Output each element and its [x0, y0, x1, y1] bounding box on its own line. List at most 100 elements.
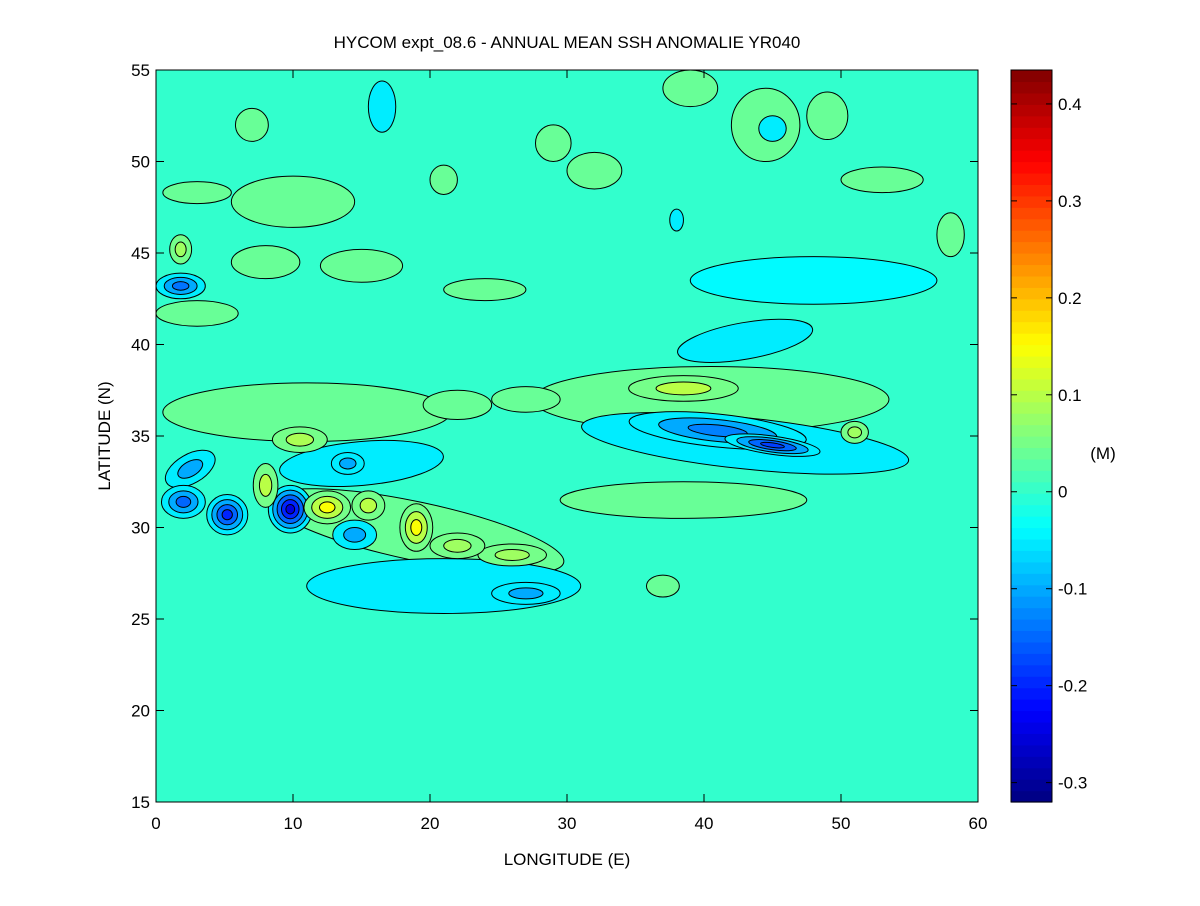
colorbar-swatch [1011, 138, 1052, 151]
colorbar-swatch [1011, 367, 1052, 380]
contour-region [285, 503, 296, 515]
contour-region [175, 495, 192, 508]
colorbar-tick-label: -0.2 [1058, 677, 1087, 696]
colorbar-swatch [1011, 355, 1052, 368]
contour-region [677, 318, 814, 363]
contour-region [221, 509, 233, 521]
contour-region [359, 497, 378, 514]
colorbar-swatch [1011, 756, 1052, 769]
contour-region [174, 241, 187, 258]
colorbar-swatch [1011, 733, 1052, 746]
y-tick-label: 55 [131, 61, 150, 80]
colorbar-swatch [1011, 104, 1052, 117]
colorbar-tick-label: 0.2 [1058, 289, 1082, 308]
contour-region [806, 91, 849, 141]
colorbar-swatch [1011, 115, 1052, 128]
colorbar-swatch [1011, 413, 1052, 426]
colorbar-swatch [1011, 81, 1052, 94]
x-tick-label: 40 [695, 814, 714, 833]
chart-title: HYCOM expt_08.6 - ANNUAL MEAN SSH ANOMAL… [334, 33, 801, 52]
colorbar-tick-label: 0 [1058, 483, 1067, 502]
colorbar-swatch [1011, 630, 1052, 643]
colorbar-swatch [1011, 779, 1052, 792]
contour-region [162, 181, 232, 205]
x-tick-label: 20 [421, 814, 440, 833]
colorbar-tick-label: 0.1 [1058, 386, 1082, 405]
colorbar-swatch [1011, 561, 1052, 574]
colorbar-swatch [1011, 481, 1052, 494]
x-axis: 0 10 20 30 40 50 60 [151, 70, 987, 833]
contour-region [655, 381, 712, 396]
colorbar-swatch [1011, 664, 1052, 677]
contour-region [177, 459, 204, 479]
colorbar-swatch [1011, 447, 1052, 460]
contour-region [319, 248, 404, 283]
colorbar-swatch [1011, 92, 1052, 105]
colorbar-swatch [1011, 161, 1052, 174]
colorbar-tick-label: 0.3 [1058, 192, 1082, 211]
y-axis: 15 20 25 30 35 40 45 50 55 [131, 61, 978, 812]
colorbar-swatch [1011, 298, 1052, 311]
contour-region [494, 548, 530, 561]
y-tick-label: 25 [131, 610, 150, 629]
contour-region [367, 80, 397, 133]
y-tick-label: 30 [131, 519, 150, 538]
y-tick-label: 50 [131, 153, 150, 172]
colorbar-swatch [1011, 230, 1052, 243]
colorbar-swatch [1011, 253, 1052, 266]
contour-region [645, 574, 680, 598]
contour-region [343, 527, 367, 543]
colorbar-swatch [1011, 607, 1052, 620]
y-axis-label: LATITUDE (N) [95, 381, 114, 490]
contour-region [285, 432, 315, 447]
colorbar-swatch [1011, 550, 1052, 563]
colorbar-swatch [1011, 401, 1052, 414]
colorbar-swatch [1011, 676, 1052, 689]
colorbar-swatch [1011, 344, 1052, 357]
colorbar-swatch [1011, 378, 1052, 391]
colorbar-swatch [1011, 390, 1052, 403]
colorbar-swatch [1011, 333, 1052, 346]
contour-region [936, 212, 965, 258]
colorbar-swatch [1011, 538, 1052, 551]
contour-region [559, 481, 808, 519]
colorbar-swatch [1011, 573, 1052, 586]
contour-region [258, 473, 273, 497]
colorbar-swatch [1011, 172, 1052, 185]
y-tick-label: 45 [131, 244, 150, 263]
colorbar-swatch [1011, 641, 1052, 654]
x-axis-label: LONGITUDE (E) [504, 850, 631, 869]
x-tick-label: 60 [969, 814, 988, 833]
colorbar [1011, 70, 1052, 803]
contour-region [689, 256, 938, 305]
colorbar-swatch [1011, 687, 1052, 700]
colorbar-swatch [1011, 287, 1052, 300]
contour-region [339, 457, 357, 470]
colorbar-swatch [1011, 424, 1052, 437]
contour-region [318, 501, 336, 514]
contour-region [230, 175, 356, 228]
y-tick-label: 35 [131, 427, 150, 446]
y-tick-label: 40 [131, 336, 150, 355]
colorbar-swatch [1011, 218, 1052, 231]
contour-region [508, 587, 544, 600]
colorbar-swatch [1011, 195, 1052, 208]
colorbar-swatch [1011, 584, 1052, 597]
colorbar-swatch [1011, 767, 1052, 780]
contour-region [760, 441, 785, 449]
contour-region [234, 107, 269, 142]
contour-region [847, 426, 863, 439]
x-tick-label: 30 [558, 814, 577, 833]
colorbar-swatch [1011, 184, 1052, 197]
contour-region [156, 300, 239, 327]
colorbar-swatch [1011, 653, 1052, 666]
contour-region [566, 151, 623, 190]
colorbar-frame [1010, 69, 1053, 803]
colorbar-swatch [1011, 127, 1052, 140]
y-tick-label: 20 [131, 702, 150, 721]
colorbar-swatch [1011, 619, 1052, 632]
colorbar-tick-label: -0.1 [1058, 580, 1087, 599]
contour-region [443, 278, 527, 302]
